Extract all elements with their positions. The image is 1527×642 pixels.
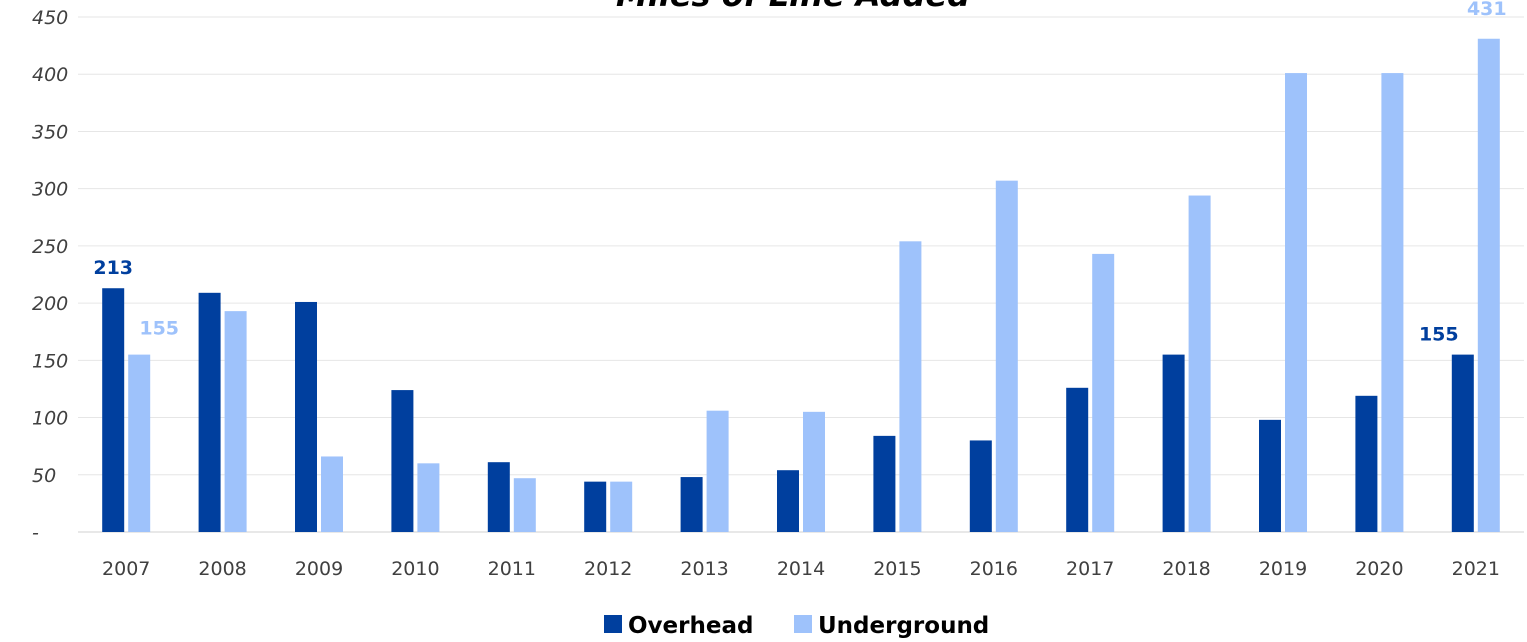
bar-overhead-2016 — [969, 440, 992, 532]
bar-overhead-2007 — [102, 288, 125, 532]
bar-overhead-2013 — [680, 477, 703, 532]
legend-swatch-underground — [794, 615, 812, 633]
x-tick-label: 2011 — [488, 558, 536, 580]
legend-swatch-overhead — [604, 615, 622, 633]
bar-overhead-2021 — [1451, 354, 1474, 532]
data-label-underground: 431 — [1467, 0, 1507, 20]
y-tick-label: 300 — [32, 179, 68, 201]
gridlines — [78, 16, 1524, 533]
bar-underground-2013 — [706, 410, 729, 532]
bar-underground-2019 — [1285, 73, 1307, 533]
bar-underground-2020 — [1381, 73, 1404, 533]
bar-overhead-2020 — [1355, 395, 1378, 532]
data-label-overhead: 155 — [1419, 324, 1459, 346]
x-tick-label: 2012 — [584, 558, 632, 580]
x-tick-label: 2007 — [102, 558, 150, 580]
x-tick-label: 2020 — [1355, 558, 1403, 580]
bar-overhead-2011 — [487, 462, 510, 532]
bar-underground-2011 — [513, 478, 536, 532]
x-axis-tick-labels: 2007 2008 2009 2010 2011 2012 2013 2014 2015 2016… — [102, 558, 1500, 580]
bar-overhead-2018 — [1162, 354, 1185, 532]
bar-overhead-2014 — [777, 470, 799, 532]
data-label-underground: 155 — [139, 318, 179, 340]
y-tick-label: 200 — [32, 293, 68, 315]
legend: Overhead Underground — [604, 613, 989, 639]
y-tick-label: 150 — [32, 350, 68, 372]
bar-overhead-2015 — [873, 435, 896, 532]
x-tick-label: 2015 — [873, 558, 921, 580]
bar-underground-2008 — [224, 311, 247, 532]
y-tick-label: 400 — [32, 64, 68, 86]
x-tick-label: 2008 — [198, 558, 246, 580]
x-tick-label: 2016 — [970, 558, 1018, 580]
bar-overhead-2012 — [584, 481, 607, 532]
bar-overhead-2017 — [1066, 387, 1089, 532]
bar-overhead-2008 — [198, 292, 221, 532]
bar-overhead-2009 — [295, 301, 317, 532]
legend-label-overhead: Overhead — [628, 613, 753, 639]
y-tick-label: - — [32, 522, 39, 544]
y-tick-label: 450 — [32, 7, 68, 29]
bar-underground-2016 — [995, 180, 1018, 532]
bar-underground-2007 — [128, 354, 151, 532]
y-tick-label: 100 — [32, 408, 68, 430]
bar-underground-2018 — [1188, 195, 1211, 533]
y-tick-label: 350 — [32, 121, 68, 143]
chart-title: Miles of Line Added — [616, 0, 971, 14]
x-tick-label: 2017 — [1066, 558, 1114, 580]
bar-underground-2010 — [417, 463, 440, 532]
legend-label-underground: Underground — [818, 613, 989, 639]
x-tick-label: 2013 — [680, 558, 728, 580]
bar-underground-2017 — [1092, 253, 1115, 532]
bar-underground-2012 — [610, 481, 633, 532]
data-label-overhead: 213 — [93, 257, 133, 279]
x-tick-label: 2010 — [391, 558, 439, 580]
y-axis-tick-labels: - 50 100 150 200 250 300 350 400 450 — [32, 7, 68, 544]
bar-overhead-2019 — [1259, 419, 1281, 532]
bar-underground-2009 — [321, 456, 343, 532]
x-tick-label: 2018 — [1162, 558, 1210, 580]
x-tick-label: 2014 — [777, 558, 825, 580]
data-labels: 213 155 155 431 — [93, 0, 1506, 346]
bar-underground-2015 — [899, 241, 922, 533]
bar-underground-2021 — [1477, 38, 1500, 532]
y-tick-label: 50 — [32, 465, 56, 487]
x-tick-label: 2009 — [295, 558, 343, 580]
bar-overhead-2010 — [391, 390, 414, 532]
x-tick-label: 2021 — [1452, 558, 1500, 580]
y-tick-label: 250 — [32, 236, 68, 258]
x-tick-label: 2019 — [1259, 558, 1307, 580]
bar-underground-2014 — [803, 411, 825, 532]
bars — [102, 38, 1500, 533]
